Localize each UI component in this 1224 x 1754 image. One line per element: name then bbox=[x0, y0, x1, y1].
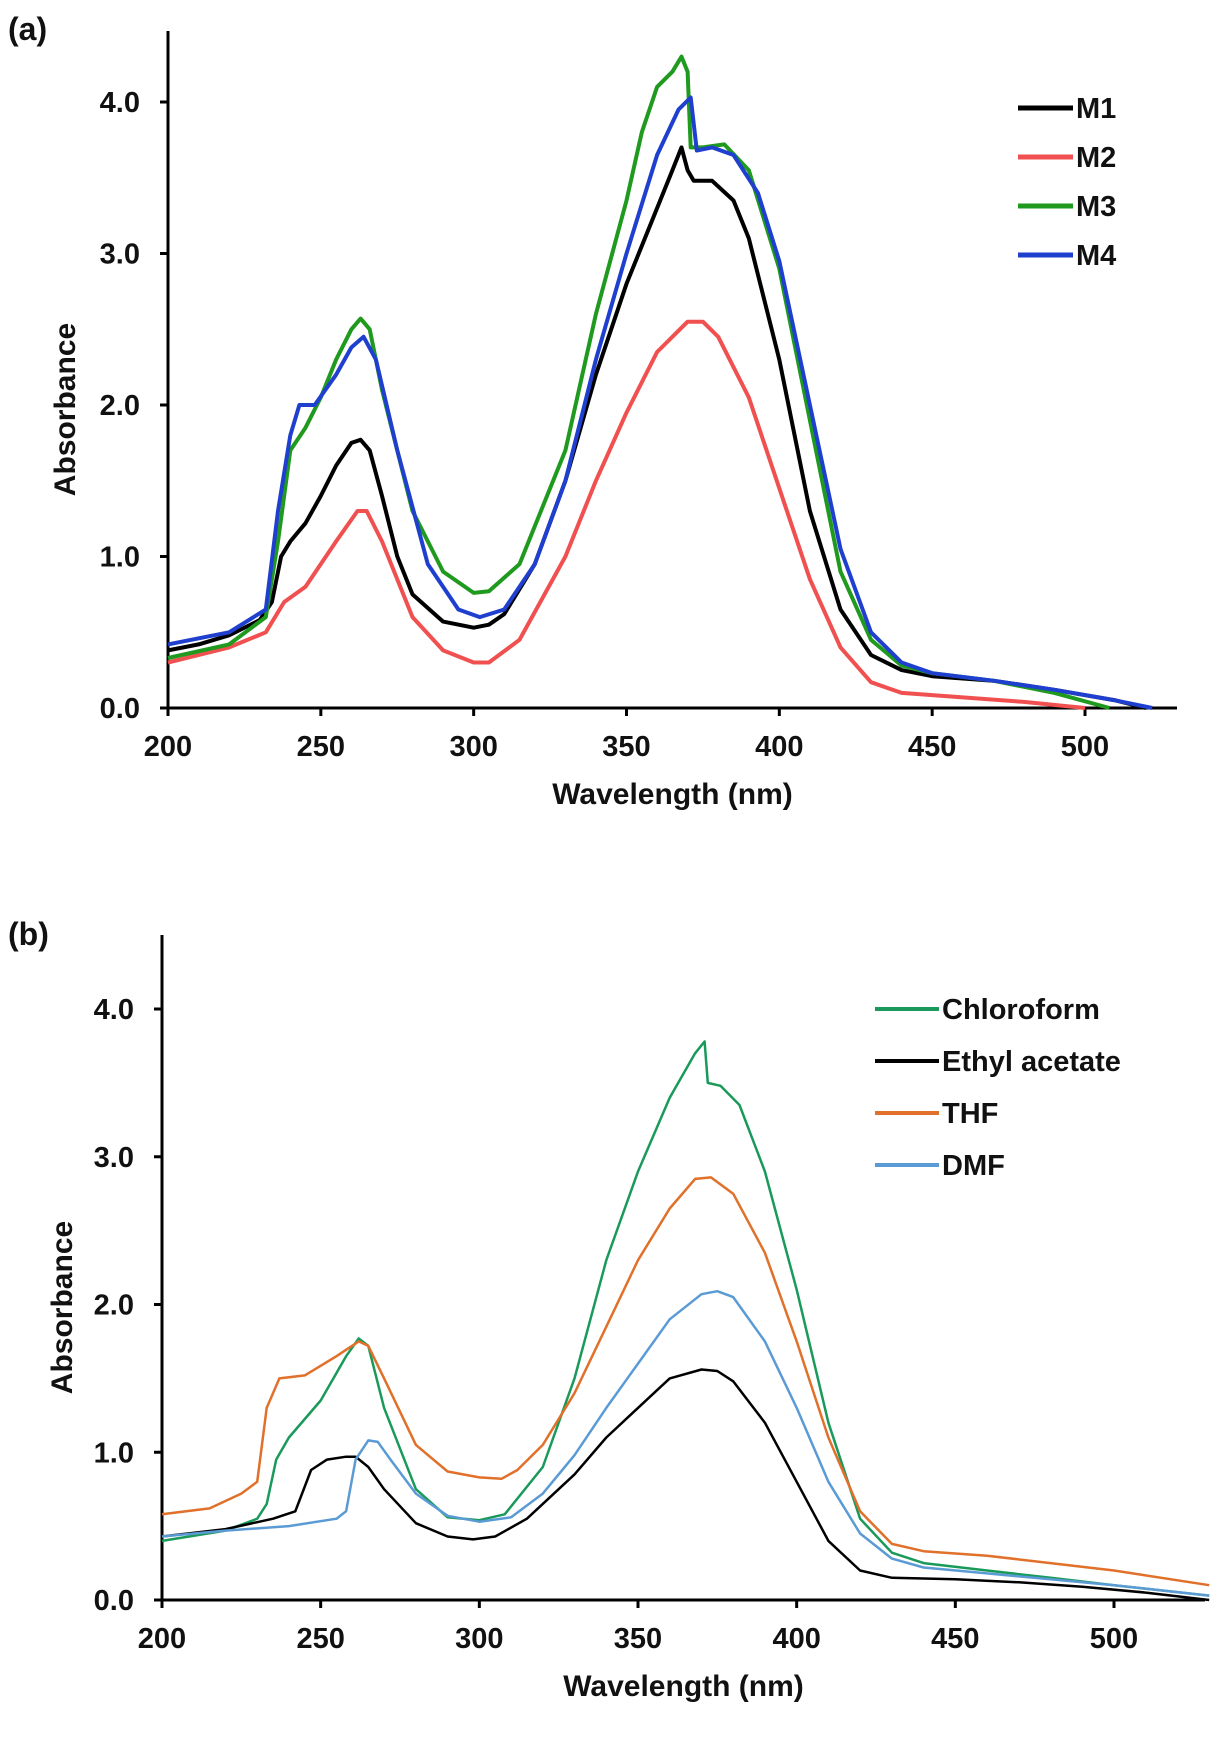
x-axis-title: Wavelength (nm) bbox=[552, 778, 793, 811]
x-tick-label: 300 bbox=[455, 1623, 503, 1655]
x-tick-label: 200 bbox=[138, 1623, 186, 1655]
series-line-thf bbox=[161, 1176, 1210, 1587]
y-tick-label: 3.0 bbox=[100, 239, 140, 271]
legend-label: M2 bbox=[1076, 142, 1116, 174]
y-tick-label: 0.0 bbox=[100, 693, 140, 725]
legend-label: M1 bbox=[1076, 93, 1116, 125]
x-tick-label: 250 bbox=[296, 1623, 344, 1655]
x-tick-label: 400 bbox=[755, 731, 803, 763]
series-line-m1 bbox=[167, 145, 1147, 710]
x-tick-label: 450 bbox=[931, 1623, 979, 1655]
y-axis-title: Absorbance bbox=[46, 1221, 79, 1394]
x-tick-label: 350 bbox=[614, 1623, 662, 1655]
series-line-m4 bbox=[167, 95, 1153, 710]
x-tick-label: 400 bbox=[772, 1623, 820, 1655]
legend-label: Chloroform bbox=[942, 994, 1100, 1026]
y-tick-label: 2.0 bbox=[94, 1290, 134, 1322]
legend-label: M3 bbox=[1076, 191, 1116, 223]
series-line-dmf bbox=[161, 1289, 1210, 1597]
x-tick-label: 300 bbox=[449, 731, 497, 763]
legend-label: Ethyl acetate bbox=[942, 1046, 1121, 1078]
x-axis-title: Wavelength (nm) bbox=[563, 1670, 804, 1703]
chart-panel-b: (b) 0.0 1.0 2.0 3.0 4.0 200 250 300 350 400 450 500 W… bbox=[8, 916, 1210, 1703]
x-tick-label: 250 bbox=[297, 731, 345, 763]
x-tick-label: 200 bbox=[144, 731, 192, 763]
x-tick-label: 500 bbox=[1061, 731, 1109, 763]
y-tick-label: 3.0 bbox=[94, 1142, 134, 1174]
x-tick-label: 450 bbox=[908, 731, 956, 763]
y-tick-label: 0.0 bbox=[94, 1585, 134, 1617]
series-line-ethyl-acetate bbox=[161, 1368, 1210, 1602]
y-tick-label: 2.0 bbox=[100, 390, 140, 422]
panel-label: (a) bbox=[8, 11, 47, 47]
legend-label: DMF bbox=[942, 1150, 1005, 1182]
y-tick-label: 1.0 bbox=[100, 542, 140, 574]
y-tick-label: 4.0 bbox=[100, 87, 140, 119]
y-axis-title: Absorbance bbox=[49, 323, 82, 496]
series-line-m3 bbox=[167, 54, 1111, 710]
x-tick-label: 500 bbox=[1090, 1623, 1138, 1655]
chart-panel-a: (a) 0.0 1.0 2.0 3.0 4.0 200 250 300 350 400 450 500 W… bbox=[8, 11, 1177, 811]
series-line-m2 bbox=[167, 319, 1086, 710]
panel-label: (b) bbox=[8, 916, 49, 952]
legend-label: THF bbox=[942, 1098, 998, 1130]
x-tick-label: 350 bbox=[602, 731, 650, 763]
legend-label: M4 bbox=[1076, 240, 1116, 272]
y-tick-label: 4.0 bbox=[94, 994, 134, 1026]
series-line-chloroform bbox=[161, 1040, 1210, 1597]
y-tick-label: 1.0 bbox=[94, 1437, 134, 1469]
